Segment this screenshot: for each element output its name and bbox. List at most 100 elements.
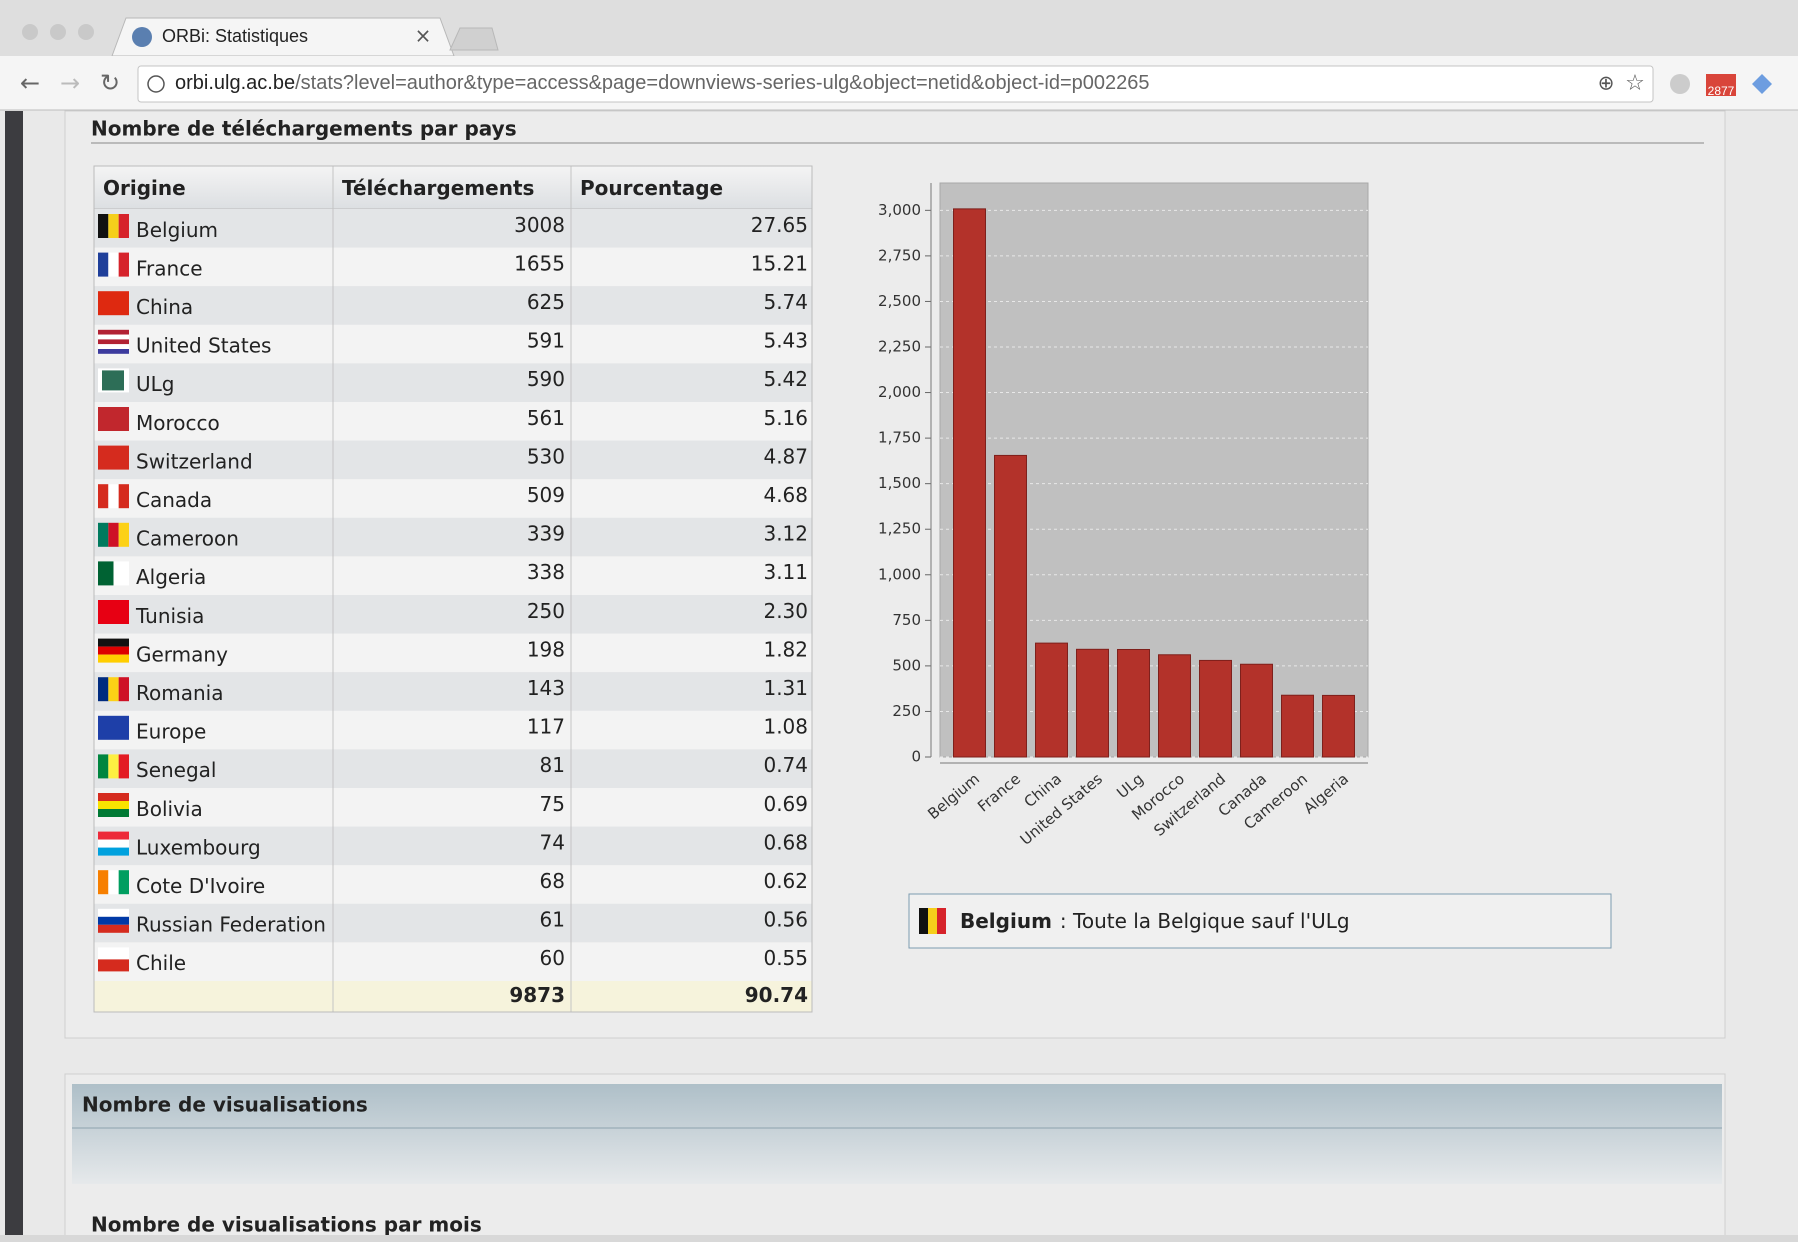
bar bbox=[953, 208, 986, 758]
downloads: 3008 bbox=[514, 213, 565, 237]
table-row bbox=[94, 710, 812, 750]
flag bbox=[98, 646, 129, 655]
y-tick-label: 2,500 bbox=[878, 292, 921, 310]
address-bar[interactable] bbox=[137, 65, 1654, 103]
percentage: 1.82 bbox=[763, 637, 808, 661]
table-row bbox=[94, 672, 812, 711]
downloads: 117 bbox=[527, 715, 565, 739]
country: Switzerland bbox=[136, 449, 253, 473]
flag bbox=[108, 754, 119, 779]
table-row bbox=[94, 903, 812, 943]
flag bbox=[98, 793, 129, 801]
flag bbox=[98, 847, 129, 856]
downloads: 60 bbox=[540, 946, 565, 970]
bar bbox=[1199, 659, 1232, 758]
flag bbox=[937, 908, 946, 934]
extension-icon[interactable] bbox=[1670, 74, 1690, 94]
country: Germany bbox=[136, 642, 228, 666]
left-strip bbox=[5, 111, 23, 1242]
flag bbox=[98, 445, 129, 470]
note-country: Belgium bbox=[960, 909, 1052, 933]
y-tick-label: 1,250 bbox=[878, 520, 921, 538]
bar bbox=[1158, 654, 1191, 758]
flag bbox=[98, 916, 129, 925]
flag bbox=[98, 839, 129, 848]
window-button[interactable] bbox=[78, 24, 94, 40]
bar bbox=[1322, 694, 1355, 758]
y-tick-label: 2,750 bbox=[878, 246, 921, 264]
window-button[interactable] bbox=[50, 24, 66, 40]
flag bbox=[108, 870, 119, 895]
country: Canada bbox=[136, 488, 212, 512]
downloads: 625 bbox=[527, 290, 565, 314]
info-icon[interactable] bbox=[147, 75, 165, 93]
downloads: 143 bbox=[527, 676, 565, 700]
percentage: 5.43 bbox=[763, 329, 808, 353]
country: United States bbox=[136, 334, 271, 358]
percentage: 4.68 bbox=[763, 483, 808, 507]
percentage: 0.62 bbox=[763, 869, 808, 893]
flag bbox=[98, 831, 129, 840]
total-downloads: 9873 bbox=[509, 983, 565, 1007]
flag bbox=[98, 344, 129, 349]
country: Luxembourg bbox=[136, 835, 261, 859]
downloads: 509 bbox=[527, 483, 565, 507]
percentage: 0.56 bbox=[763, 908, 808, 932]
y-tick-label: 750 bbox=[892, 611, 921, 629]
back-button[interactable]: ← bbox=[20, 69, 40, 97]
extension-icon[interactable] bbox=[1752, 74, 1772, 94]
country: ULg bbox=[136, 372, 174, 396]
flag bbox=[98, 522, 109, 547]
scrollbar[interactable] bbox=[0, 1235, 1798, 1242]
reload-button[interactable]: ↻ bbox=[100, 69, 120, 97]
flag bbox=[102, 370, 124, 391]
flag bbox=[118, 870, 129, 895]
flag bbox=[98, 484, 109, 509]
country: Cameroon bbox=[136, 527, 239, 551]
table-row bbox=[94, 749, 812, 788]
new-tab[interactable] bbox=[449, 27, 499, 51]
percentage: 5.74 bbox=[763, 290, 808, 314]
country: Chile bbox=[136, 951, 186, 975]
window-button[interactable] bbox=[22, 24, 38, 40]
flag bbox=[118, 484, 129, 509]
flag bbox=[98, 801, 129, 809]
table-row bbox=[94, 402, 812, 441]
flag bbox=[98, 924, 129, 933]
country: Cote D'Ivoire bbox=[136, 874, 265, 898]
downloads: 590 bbox=[527, 367, 565, 391]
tab-close[interactable]: × bbox=[415, 24, 432, 48]
downloads: 250 bbox=[527, 599, 565, 623]
percentage: 5.42 bbox=[763, 367, 808, 391]
percentage: 0.74 bbox=[763, 753, 808, 777]
forward-button[interactable]: → bbox=[60, 69, 80, 97]
table-row bbox=[94, 286, 812, 325]
flag bbox=[118, 754, 129, 779]
percentage: 1.31 bbox=[763, 676, 808, 700]
table-row bbox=[94, 826, 812, 866]
zoom-icon[interactable]: ⊕ bbox=[1598, 71, 1615, 95]
flag bbox=[98, 638, 129, 647]
table-row bbox=[94, 440, 812, 480]
bookmark-star[interactable]: ☆ bbox=[1625, 71, 1645, 96]
table-row bbox=[94, 788, 812, 827]
y-tick-label: 1,750 bbox=[878, 429, 921, 447]
flag bbox=[98, 870, 109, 895]
flag bbox=[118, 522, 129, 547]
total-percentage: 90.74 bbox=[745, 983, 808, 1007]
country: Senegal bbox=[136, 758, 217, 782]
url-path: /stats?level=author&type=access&page=dow… bbox=[295, 72, 1149, 94]
section-2-title: Nombre de visualisations bbox=[82, 1093, 368, 1117]
country: France bbox=[136, 256, 203, 280]
downloads: 68 bbox=[540, 869, 565, 893]
percentage: 3.12 bbox=[763, 522, 808, 546]
y-tick-label: 3,000 bbox=[878, 201, 921, 219]
country: Bolivia bbox=[136, 797, 203, 821]
flag bbox=[98, 329, 129, 335]
mail-extension[interactable] bbox=[1706, 74, 1736, 96]
percentage: 15.21 bbox=[751, 251, 808, 275]
percentage: 5.16 bbox=[763, 406, 808, 430]
table-row bbox=[94, 865, 812, 904]
